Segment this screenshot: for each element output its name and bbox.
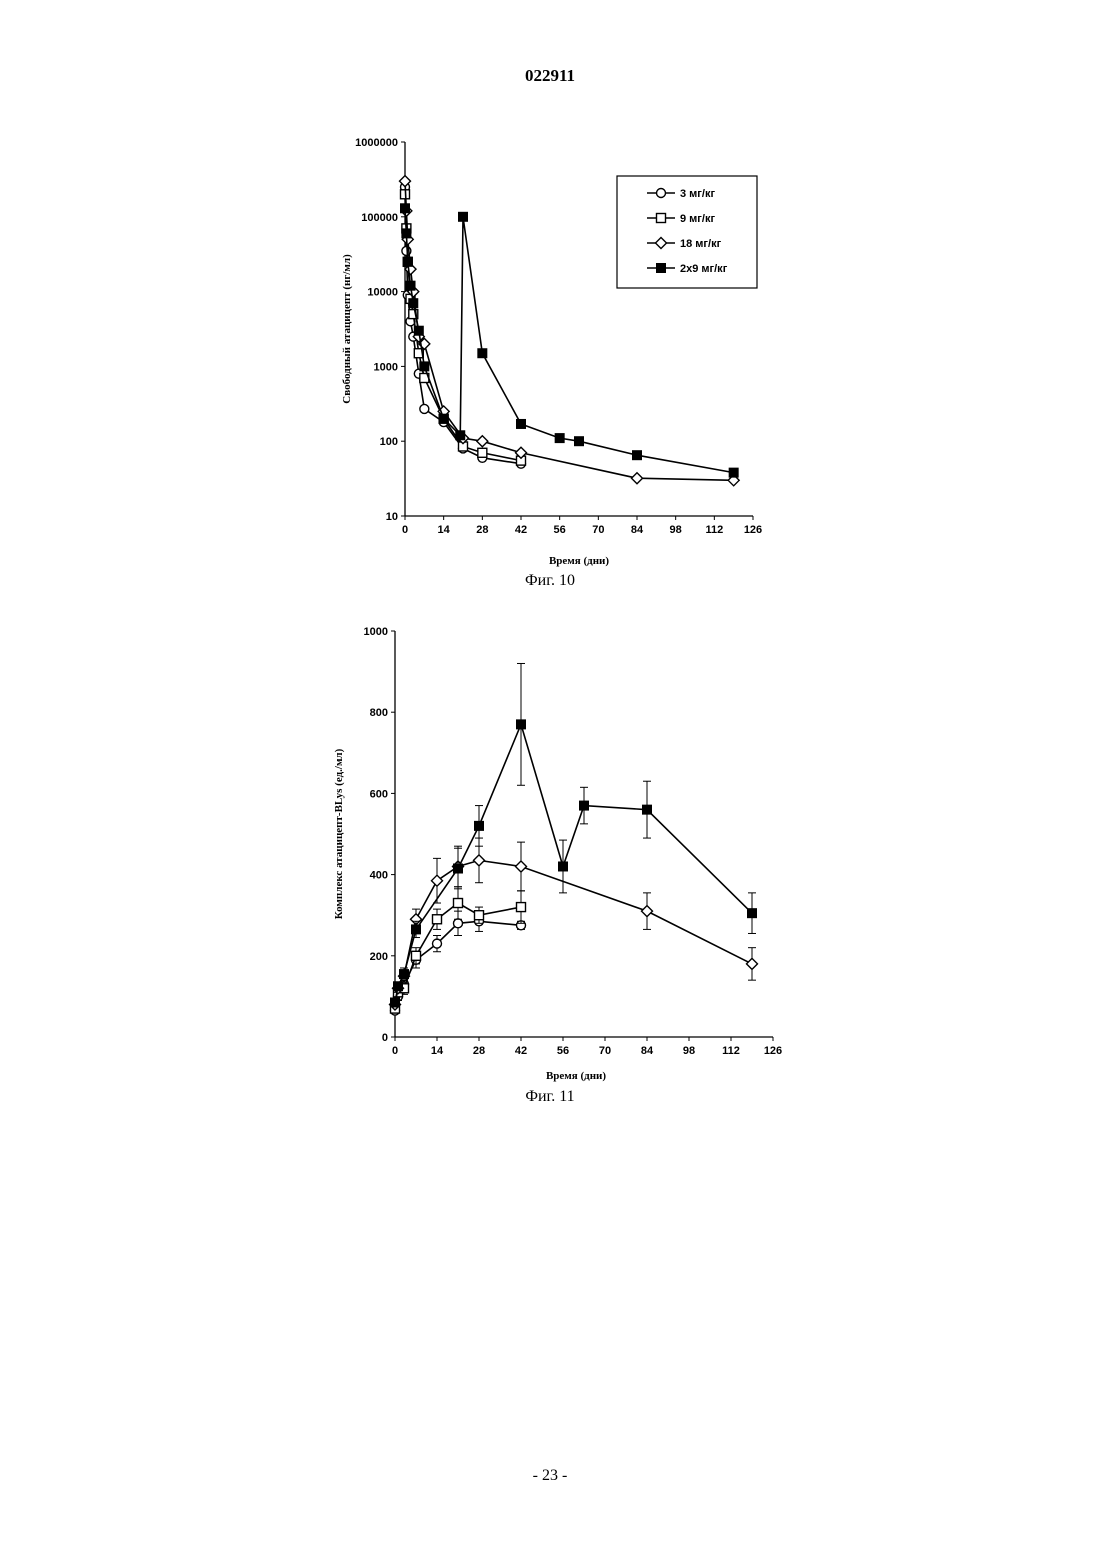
x-tick-label: 42 bbox=[515, 524, 527, 536]
y-tick-label: 1000 bbox=[364, 626, 388, 638]
data-point bbox=[401, 204, 410, 213]
y-tick-label: 200 bbox=[370, 951, 388, 963]
legend-marker bbox=[657, 214, 666, 223]
x-tick-label: 0 bbox=[392, 1045, 398, 1057]
data-point bbox=[456, 431, 465, 440]
x-tick-label: 126 bbox=[764, 1045, 782, 1057]
legend-marker bbox=[657, 264, 666, 273]
y-axis-title: Комплекс атацицепт-BLys (ед./мл) bbox=[333, 748, 345, 919]
data-point bbox=[406, 281, 415, 290]
data-point bbox=[517, 419, 526, 428]
y-tick-label: 100 bbox=[380, 436, 398, 448]
data-point bbox=[454, 919, 463, 928]
series-4 bbox=[391, 663, 757, 1007]
y-tick-label: 10000 bbox=[367, 287, 398, 299]
data-point bbox=[633, 451, 642, 460]
y-tick-label: 1000 bbox=[374, 361, 398, 373]
y-tick-label: 600 bbox=[370, 788, 388, 800]
figure-10-chart: 10 100 1000 10000 100000 1000000 0 14 28 42 56 70 84… bbox=[0, 120, 1100, 610]
data-point bbox=[580, 801, 589, 810]
y-tick-label: 0 bbox=[382, 1032, 388, 1044]
legend-label: 3 мг/кг bbox=[680, 188, 715, 200]
data-point bbox=[420, 362, 429, 371]
x-tick-label: 56 bbox=[554, 524, 566, 536]
data-point bbox=[420, 404, 429, 413]
data-point bbox=[400, 970, 409, 979]
data-point bbox=[414, 326, 423, 335]
figure-caption: Фиг. 10 bbox=[525, 572, 575, 589]
data-point bbox=[454, 864, 463, 873]
data-point bbox=[412, 925, 421, 934]
figure-11-chart: 0 200 400 600 800 1000 0 14 28 42 56 70 84 98 112 126 Вр… bbox=[0, 610, 1100, 1110]
data-point bbox=[412, 951, 421, 960]
y-tick-label: 1000000 bbox=[355, 137, 398, 149]
data-point bbox=[459, 212, 468, 221]
series-line bbox=[395, 724, 752, 1002]
data-point bbox=[432, 875, 443, 886]
data-point bbox=[433, 939, 442, 948]
data-point bbox=[402, 229, 411, 238]
data-point bbox=[391, 998, 400, 1007]
page-number: - 23 - bbox=[0, 1467, 1100, 1485]
data-point bbox=[477, 436, 488, 447]
x-axis-title: Время (дни) bbox=[549, 555, 609, 567]
y-tick-label: 800 bbox=[370, 707, 388, 719]
data-point bbox=[454, 899, 463, 908]
data-point bbox=[478, 349, 487, 358]
x-tick-label: 98 bbox=[683, 1045, 695, 1057]
x-tick-label: 0 bbox=[402, 524, 408, 536]
x-tick-label: 14 bbox=[431, 1045, 444, 1057]
x-tick-label: 56 bbox=[557, 1045, 569, 1057]
data-point bbox=[517, 903, 526, 912]
data-point bbox=[394, 982, 403, 991]
x-tick-label: 70 bbox=[599, 1045, 611, 1057]
legend-label: 9 мг/кг bbox=[680, 213, 715, 225]
x-tick-label: 98 bbox=[670, 524, 682, 536]
data-point bbox=[478, 448, 487, 457]
document-number: 022911 bbox=[0, 66, 1100, 86]
legend-marker bbox=[657, 189, 666, 198]
x-tick-label: 14 bbox=[438, 524, 451, 536]
data-point bbox=[516, 861, 527, 872]
y-axis-title: Свободный атацицепт (нг/мл) bbox=[341, 254, 353, 404]
data-point bbox=[555, 434, 564, 443]
y-tick-label: 10 bbox=[386, 511, 398, 523]
data-point bbox=[729, 468, 738, 477]
data-point bbox=[559, 862, 568, 871]
y-tick-label: 400 bbox=[370, 870, 388, 882]
data-point bbox=[474, 855, 485, 866]
y-tick-label: 100000 bbox=[361, 212, 398, 224]
x-tick-label: 84 bbox=[631, 524, 644, 536]
data-point bbox=[642, 906, 653, 917]
data-point bbox=[747, 958, 758, 969]
legend: 3 мг/кг 9 мг/кг 18 мг/кг 2x9 мг/кг bbox=[617, 176, 757, 288]
x-tick-label: 126 bbox=[744, 524, 762, 536]
figure-caption: Фиг. 11 bbox=[525, 1088, 574, 1105]
data-point bbox=[643, 805, 652, 814]
x-tick-label: 28 bbox=[473, 1045, 485, 1057]
x-tick-label: 42 bbox=[515, 1045, 527, 1057]
data-point bbox=[517, 720, 526, 729]
data-point bbox=[403, 257, 412, 266]
data-point bbox=[748, 909, 757, 918]
data-point bbox=[433, 915, 442, 924]
data-point bbox=[575, 437, 584, 446]
x-tick-label: 112 bbox=[705, 524, 723, 536]
x-tick-label: 112 bbox=[722, 1045, 740, 1057]
data-point bbox=[632, 473, 643, 484]
series-1 bbox=[391, 911, 526, 1015]
x-tick-label: 28 bbox=[476, 524, 488, 536]
x-tick-label: 84 bbox=[641, 1045, 654, 1057]
legend-label: 2x9 мг/кг bbox=[680, 263, 728, 275]
data-point bbox=[409, 299, 418, 308]
data-point bbox=[439, 414, 448, 423]
legend-label: 18 мг/кг bbox=[680, 238, 722, 250]
data-point bbox=[475, 821, 484, 830]
data-point bbox=[475, 911, 484, 920]
x-tick-label: 70 bbox=[592, 524, 604, 536]
x-axis-title: Время (дни) bbox=[546, 1070, 606, 1082]
